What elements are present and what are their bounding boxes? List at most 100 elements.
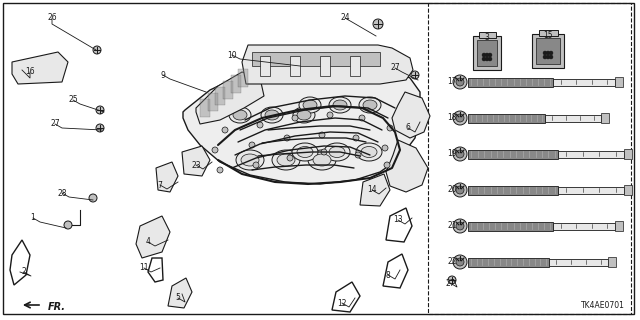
Ellipse shape	[265, 110, 279, 120]
Circle shape	[543, 55, 547, 59]
Ellipse shape	[293, 107, 315, 123]
Circle shape	[456, 78, 464, 86]
Circle shape	[456, 150, 464, 158]
Circle shape	[482, 57, 486, 61]
Text: 2: 2	[22, 268, 26, 276]
Polygon shape	[182, 146, 210, 176]
Circle shape	[543, 51, 547, 55]
Polygon shape	[183, 60, 420, 184]
Ellipse shape	[303, 100, 317, 110]
Circle shape	[485, 57, 489, 61]
Bar	[223, 81, 233, 99]
Circle shape	[456, 222, 464, 230]
Text: 24: 24	[340, 13, 350, 22]
Circle shape	[453, 183, 467, 197]
Text: 6: 6	[406, 124, 410, 132]
Bar	[468, 150, 558, 159]
Polygon shape	[386, 140, 428, 192]
Polygon shape	[392, 92, 430, 138]
Text: 5: 5	[175, 293, 180, 302]
Bar	[468, 78, 553, 87]
Text: 18: 18	[447, 114, 457, 123]
Circle shape	[546, 51, 550, 55]
Text: 4: 4	[145, 237, 150, 246]
Ellipse shape	[363, 100, 377, 110]
Bar	[479, 32, 496, 38]
Ellipse shape	[229, 107, 251, 123]
Text: 27: 27	[50, 119, 60, 129]
Text: 16: 16	[25, 68, 35, 76]
Circle shape	[546, 55, 550, 59]
Text: 27: 27	[445, 278, 455, 287]
Bar	[238, 69, 248, 87]
Bar	[468, 222, 553, 231]
Ellipse shape	[329, 147, 345, 157]
Ellipse shape	[361, 147, 377, 157]
Bar	[468, 258, 549, 267]
Text: 21: 21	[447, 221, 457, 230]
Ellipse shape	[272, 150, 300, 170]
Text: 17: 17	[447, 77, 457, 86]
Bar	[260, 56, 270, 76]
Bar	[468, 186, 558, 195]
Circle shape	[456, 186, 464, 194]
Text: 15: 15	[543, 31, 553, 41]
Bar	[320, 56, 330, 76]
Circle shape	[456, 114, 464, 122]
Circle shape	[253, 162, 259, 168]
Text: 1: 1	[31, 213, 35, 222]
Circle shape	[456, 258, 464, 266]
Circle shape	[488, 57, 492, 61]
Circle shape	[453, 255, 467, 269]
Polygon shape	[242, 45, 413, 84]
Circle shape	[222, 127, 228, 133]
Circle shape	[93, 46, 101, 54]
Circle shape	[411, 71, 419, 79]
Circle shape	[485, 53, 489, 57]
Ellipse shape	[329, 97, 351, 113]
Ellipse shape	[233, 110, 247, 120]
Text: 12: 12	[337, 299, 347, 308]
Bar	[549, 259, 608, 266]
Ellipse shape	[308, 150, 336, 170]
Ellipse shape	[333, 100, 347, 110]
Bar	[558, 151, 624, 158]
Circle shape	[353, 135, 359, 141]
Circle shape	[96, 124, 104, 132]
Bar	[473, 36, 501, 70]
Bar	[290, 56, 300, 76]
Ellipse shape	[356, 143, 382, 161]
Bar	[601, 113, 609, 123]
Text: FR.: FR.	[48, 302, 66, 312]
Circle shape	[287, 155, 293, 161]
Text: 27: 27	[390, 63, 400, 73]
Circle shape	[382, 145, 388, 151]
Bar	[350, 56, 360, 76]
Text: 8: 8	[386, 270, 390, 279]
Circle shape	[89, 194, 97, 202]
Circle shape	[96, 106, 104, 114]
Circle shape	[373, 19, 383, 29]
Circle shape	[453, 219, 467, 233]
Text: 3: 3	[484, 34, 490, 43]
Text: 28: 28	[57, 188, 67, 197]
Bar	[608, 257, 616, 267]
Circle shape	[355, 152, 361, 158]
Circle shape	[453, 111, 467, 125]
Bar	[615, 77, 623, 87]
Ellipse shape	[297, 147, 313, 157]
Bar	[553, 79, 615, 86]
Circle shape	[453, 75, 467, 89]
Bar	[624, 185, 632, 195]
Circle shape	[284, 135, 290, 141]
Polygon shape	[156, 162, 178, 192]
Text: 25: 25	[68, 95, 78, 105]
Ellipse shape	[313, 154, 331, 166]
Circle shape	[488, 53, 492, 57]
Circle shape	[453, 147, 467, 161]
Bar	[536, 38, 560, 64]
Ellipse shape	[241, 154, 259, 166]
Polygon shape	[196, 72, 264, 124]
Bar	[615, 221, 623, 231]
Ellipse shape	[359, 97, 381, 113]
